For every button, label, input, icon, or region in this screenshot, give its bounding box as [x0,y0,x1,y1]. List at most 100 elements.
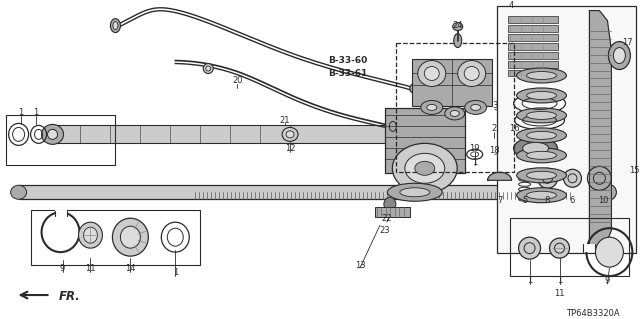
Bar [385,108,465,173]
Ellipse shape [538,168,557,188]
Text: 11: 11 [554,289,564,298]
Bar [375,207,410,217]
Ellipse shape [600,184,616,200]
Ellipse shape [42,124,63,145]
Polygon shape [589,11,611,248]
Ellipse shape [424,67,439,80]
Ellipse shape [392,143,457,193]
Ellipse shape [427,104,436,110]
Text: 9: 9 [605,276,610,285]
Bar [412,58,492,107]
Ellipse shape [11,185,27,199]
Text: 3: 3 [492,101,497,110]
Ellipse shape [412,86,417,91]
Ellipse shape [527,71,557,79]
Text: 21: 21 [280,116,291,125]
Bar [509,218,629,276]
Text: 8: 8 [545,196,550,205]
Ellipse shape [527,92,557,100]
Ellipse shape [113,218,148,256]
Text: 6: 6 [570,196,575,205]
Ellipse shape [418,61,445,86]
Text: FR.: FR. [58,290,80,302]
Ellipse shape [563,169,582,187]
Text: 2: 2 [491,124,496,133]
Ellipse shape [452,23,463,31]
Bar [508,33,557,41]
Ellipse shape [384,197,396,211]
Ellipse shape [450,110,460,116]
Text: 1: 1 [173,268,178,277]
Text: 15: 15 [629,166,639,175]
Ellipse shape [516,68,566,83]
Text: 10: 10 [598,196,609,205]
Ellipse shape [527,151,557,159]
Ellipse shape [389,122,396,131]
Ellipse shape [516,108,566,123]
Text: 18: 18 [490,146,500,155]
Ellipse shape [387,183,442,201]
Ellipse shape [458,61,486,86]
Bar [497,6,636,253]
Ellipse shape [282,127,298,141]
Bar [508,52,557,58]
Ellipse shape [79,222,102,248]
Ellipse shape [518,237,541,259]
Bar [31,210,200,265]
Ellipse shape [523,142,548,154]
Ellipse shape [514,137,557,159]
Ellipse shape [516,188,566,203]
Ellipse shape [83,227,97,243]
Ellipse shape [204,63,213,73]
Text: 4: 4 [509,1,514,10]
Ellipse shape [47,130,58,139]
Text: 13: 13 [355,261,365,270]
Ellipse shape [113,22,118,30]
Text: B-33-61: B-33-61 [328,69,367,78]
Ellipse shape [527,111,557,119]
Ellipse shape [120,226,140,248]
Ellipse shape [111,19,120,33]
Bar [508,16,557,23]
Ellipse shape [470,104,481,110]
Bar [54,210,67,218]
Bar [6,115,115,165]
Text: 1: 1 [18,108,23,117]
Ellipse shape [550,238,570,258]
Bar [584,244,595,252]
Text: 7: 7 [497,196,502,205]
Text: TP64B3320A: TP64B3320A [566,308,620,317]
Ellipse shape [609,41,630,70]
Text: 1: 1 [472,158,477,167]
Text: 17: 17 [622,38,633,47]
Ellipse shape [405,153,445,183]
Bar [508,61,557,68]
Ellipse shape [420,100,443,115]
Ellipse shape [527,131,557,139]
Ellipse shape [445,107,465,120]
Text: 1: 1 [33,108,38,117]
Polygon shape [488,172,511,180]
Text: B-33-60: B-33-60 [328,56,367,65]
Ellipse shape [465,100,486,115]
Ellipse shape [400,188,430,197]
Text: 14: 14 [125,263,136,273]
Text: 1: 1 [527,276,532,285]
Ellipse shape [415,161,435,175]
Text: 16: 16 [509,124,520,133]
Ellipse shape [464,67,479,80]
Bar [508,25,557,32]
Text: 1: 1 [557,276,562,285]
Text: 20: 20 [232,76,243,85]
Text: 9: 9 [60,263,65,273]
Ellipse shape [516,128,566,143]
Ellipse shape [205,66,211,71]
Bar [51,125,430,143]
Ellipse shape [613,48,625,63]
Text: 5: 5 [522,196,527,205]
Bar [396,42,514,172]
Ellipse shape [527,171,557,179]
Ellipse shape [595,237,623,267]
Text: 23: 23 [380,226,390,235]
Bar [19,185,607,199]
